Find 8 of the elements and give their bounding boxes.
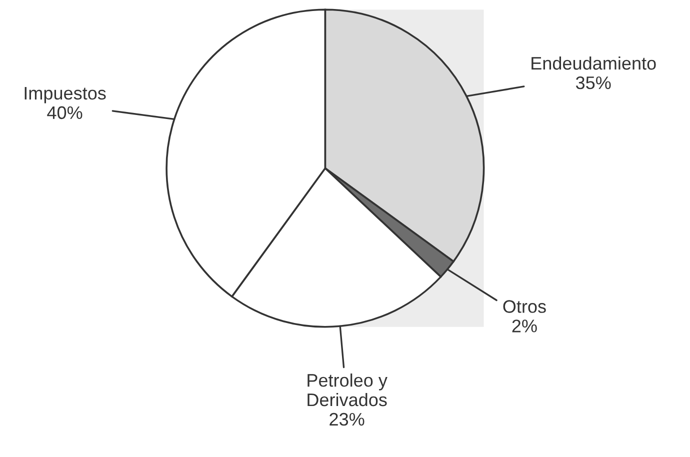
data-label: 40%: [47, 106, 82, 120]
slice-label: Petroleo y Derivados: [308, 374, 388, 406]
slice-label: Otros: [503, 300, 546, 313]
data-label: 35%: [576, 76, 611, 90]
data-label: 2%: [512, 320, 537, 332]
data-label: 23%: [330, 412, 364, 426]
slice-label: Impuestos: [24, 87, 106, 104]
slice-label: Endeudamiento: [532, 56, 656, 70]
